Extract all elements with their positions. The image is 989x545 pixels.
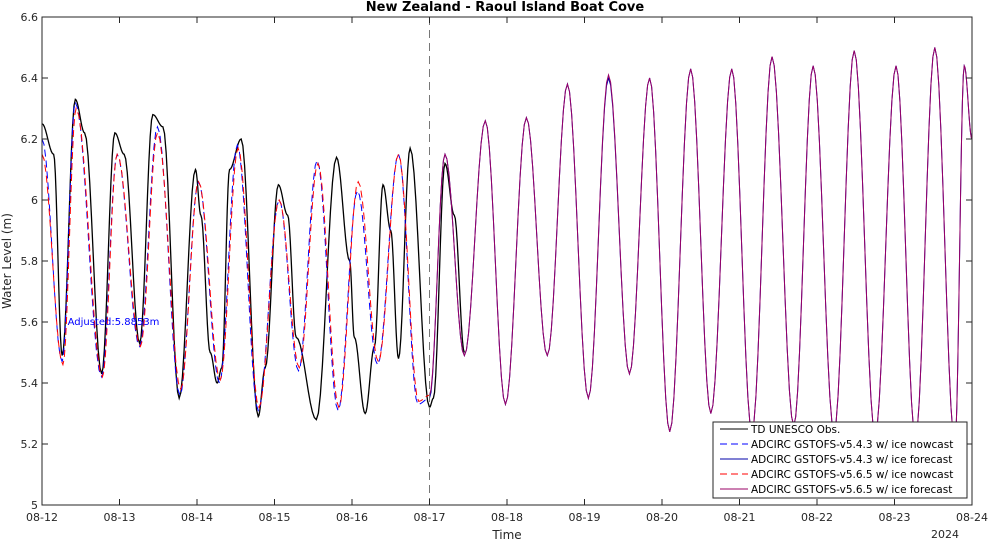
x-tick-label: 08-12 <box>26 511 58 524</box>
x-tick-label: 08-16 <box>336 511 368 524</box>
y-tick-label: 6.2 <box>21 133 39 146</box>
legend: TD UNESCO Obs. ADCIRC GSTOFS-v5.4.3 w/ ic… <box>712 421 968 499</box>
annotation-adjusted: Adjusted:5.8853m <box>68 317 160 328</box>
series-line-4 <box>429 47 973 445</box>
y-tick-label: 6.6 <box>21 11 39 24</box>
legend-label: ADCIRC GSTOFS-v5.4.3 w/ ice nowcast <box>751 439 953 451</box>
x-tick-label: 08-15 <box>259 511 291 524</box>
chart-title: New Zealand - Raoul Island Boat Cove <box>366 0 645 15</box>
legend-box <box>712 421 968 499</box>
series-line-1 <box>41 100 430 412</box>
x-tick-label: 08-19 <box>569 511 601 524</box>
y-tick-label: 5.2 <box>21 438 39 451</box>
x-tick-label: 08-20 <box>646 511 678 524</box>
y-tick-label: 5.6 <box>21 316 39 329</box>
y-tick-label: 6 <box>31 194 38 207</box>
x-tick-label: 08-21 <box>724 511 756 524</box>
y-tick-label: 5 <box>31 499 38 512</box>
x-tick-label: 08-14 <box>181 511 213 524</box>
legend-label: ADCIRC GSTOFS-v5.6.5 w/ ice forecast <box>751 484 952 496</box>
x-axis-label: Time <box>491 528 521 541</box>
x-tick-label: 08-18 <box>491 511 523 524</box>
series-line-3 <box>41 106 430 409</box>
y-tick-label: 5.4 <box>21 377 39 390</box>
legend-label: ADCIRC GSTOFS-v5.4.3 w/ ice forecast <box>751 454 952 466</box>
y-axis-label: Water Level (m) <box>0 213 14 309</box>
x-tick-label: 08-23 <box>879 511 911 524</box>
legend-label: TD UNESCO Obs. <box>750 424 840 436</box>
series-line-0 <box>41 98 466 421</box>
x-tick-label: 08-13 <box>104 511 136 524</box>
y-tick-label: 5.8 <box>21 255 39 268</box>
x-tick-label: 08-24 <box>956 511 988 524</box>
x-tick-label: 08-17 <box>414 511 446 524</box>
x-tick-label: 08-22 <box>801 511 833 524</box>
series-layer <box>41 47 973 445</box>
year-label: 2024 <box>931 528 959 541</box>
legend-label: ADCIRC GSTOFS-v5.6.5 w/ ice nowcast <box>751 469 953 481</box>
y-tick-label: 6.4 <box>21 72 39 85</box>
axis-layer: 08-12 08-13 08-14 08-15 08-16 08-17 08-18 08-19… <box>21 11 988 524</box>
